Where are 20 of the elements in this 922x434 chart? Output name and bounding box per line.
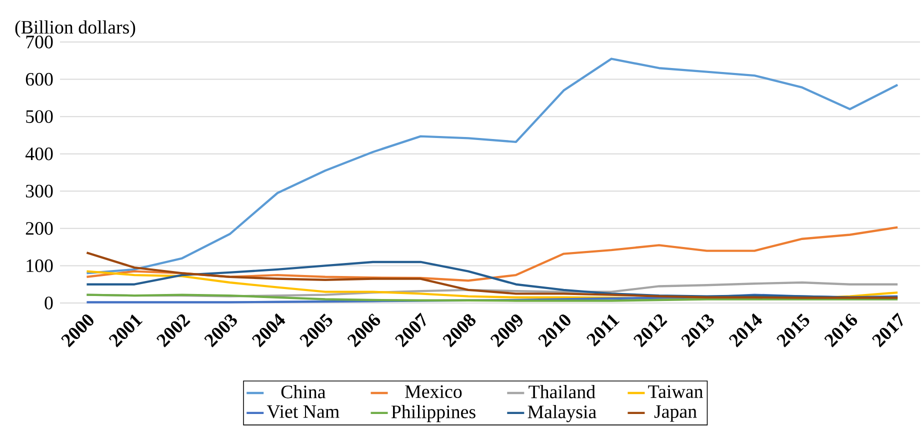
y-tick-label: 600 bbox=[26, 72, 53, 86]
line-series bbox=[86, 58, 899, 274]
y-tick-label: 0 bbox=[44, 296, 53, 310]
line-series bbox=[86, 226, 899, 282]
y-axis-title: (Billion dollars) bbox=[15, 20, 136, 38]
y-tick-label: 400 bbox=[25, 147, 53, 160]
y-tick-label: 700 bbox=[26, 36, 53, 48]
y-tick-label: 200 bbox=[26, 222, 53, 235]
x-tick-label: 2011 bbox=[586, 314, 620, 347]
y-tick-label: 300 bbox=[26, 184, 53, 198]
legend-label: China bbox=[281, 385, 326, 398]
legend-label: Mexico bbox=[405, 385, 462, 398]
legend-label: Japan bbox=[654, 405, 697, 422]
legend-label: Thailand bbox=[528, 385, 596, 398]
y-tick-label: 100 bbox=[26, 259, 53, 272]
legend-label: Malaysia bbox=[528, 404, 596, 422]
legend-label: Viet Nam bbox=[266, 405, 340, 418]
legend-label: Taiwan bbox=[648, 385, 703, 398]
y-tick-label: 500 bbox=[26, 110, 53, 123]
legend-label: Philippines bbox=[391, 404, 476, 422]
